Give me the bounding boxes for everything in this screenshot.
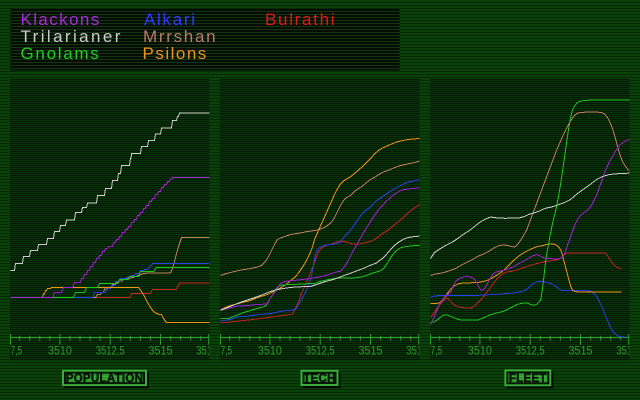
svg-text:FLEET: FLEET — [509, 373, 547, 385]
svg-text:7,5: 7,5 — [221, 346, 233, 358]
svg-text:3512,5: 3512,5 — [306, 346, 335, 358]
svg-text:Psilons: Psilons — [143, 44, 208, 63]
svg-text:3512,5: 3512,5 — [96, 346, 125, 358]
svg-text:Gnolams: Gnolams — [21, 44, 101, 63]
svg-text:Alkari: Alkari — [144, 10, 197, 29]
svg-text:3515: 3515 — [359, 346, 383, 358]
svg-text:3510: 3510 — [48, 346, 72, 358]
svg-text:3517,5: 3517,5 — [406, 346, 435, 358]
svg-text:7,5: 7,5 — [431, 346, 443, 358]
svg-text:Klackons: Klackons — [21, 10, 101, 29]
svg-text:3510: 3510 — [258, 346, 282, 358]
svg-text:3517,5: 3517,5 — [616, 346, 640, 358]
svg-text:3515: 3515 — [569, 346, 593, 358]
svg-text:Mrrshan: Mrrshan — [143, 27, 217, 46]
svg-text:Bulrathi: Bulrathi — [265, 10, 336, 29]
svg-text:3512,5: 3512,5 — [516, 346, 545, 358]
svg-text:7,5: 7,5 — [11, 346, 23, 358]
svg-text:TECH: TECH — [303, 373, 336, 385]
svg-text:3517,5: 3517,5 — [196, 346, 225, 358]
svg-text:POPULATION: POPULATION — [66, 373, 144, 385]
svg-text:3510: 3510 — [468, 346, 492, 358]
svg-text:3515: 3515 — [149, 346, 173, 358]
svg-text:Trilarianer: Trilarianer — [21, 27, 123, 46]
